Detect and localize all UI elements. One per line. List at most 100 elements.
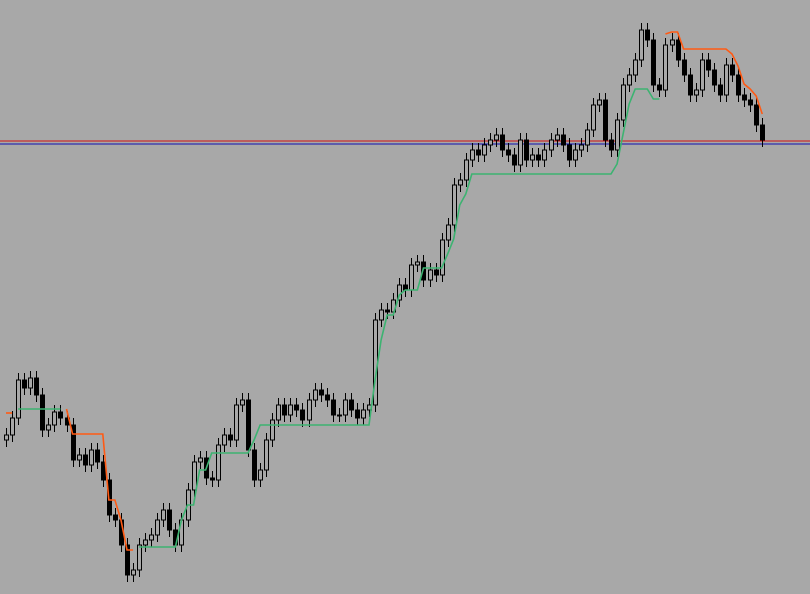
candle-body bbox=[440, 239, 445, 276]
candle-body bbox=[482, 144, 487, 156]
candle-body bbox=[34, 377, 39, 396]
candle-body bbox=[16, 379, 21, 419]
candle-body bbox=[488, 139, 493, 146]
candle-body bbox=[452, 184, 457, 226]
candle-body bbox=[458, 179, 463, 186]
candle-body bbox=[107, 479, 112, 516]
candle-body bbox=[506, 149, 511, 156]
candle-body bbox=[573, 149, 578, 161]
candle-body bbox=[446, 224, 451, 241]
candle-body bbox=[28, 377, 33, 389]
candle-body bbox=[730, 64, 735, 76]
candle-body bbox=[52, 411, 57, 426]
candle-body bbox=[561, 134, 566, 146]
candle-body bbox=[258, 469, 263, 481]
candle-body bbox=[615, 119, 620, 151]
candle-body bbox=[234, 404, 239, 441]
candle-body bbox=[657, 84, 662, 91]
candle-body bbox=[524, 139, 529, 161]
candle-body bbox=[89, 449, 94, 466]
candle-body bbox=[300, 409, 305, 421]
candle-body bbox=[167, 509, 172, 531]
candle-body bbox=[83, 454, 88, 466]
candle-body bbox=[724, 64, 729, 96]
candle-body bbox=[597, 99, 602, 106]
candle-body bbox=[536, 154, 541, 161]
candle-body bbox=[470, 149, 475, 161]
candle-body bbox=[645, 29, 650, 41]
candle-body bbox=[288, 404, 293, 416]
candle-body bbox=[530, 154, 535, 161]
candle-body bbox=[542, 149, 547, 161]
candle-body bbox=[222, 434, 227, 446]
candle-body bbox=[663, 44, 668, 91]
candle-body bbox=[512, 154, 517, 166]
candle-body bbox=[518, 139, 523, 166]
candle-body bbox=[712, 69, 717, 86]
trailing-line bbox=[65, 408, 134, 551]
candle-body bbox=[379, 309, 384, 321]
candle-body bbox=[500, 134, 505, 151]
candle-body bbox=[409, 264, 414, 291]
candle-body bbox=[651, 39, 656, 86]
candle-body bbox=[307, 399, 312, 421]
candle-body bbox=[349, 399, 354, 411]
candle-body bbox=[385, 309, 390, 313]
candle-body bbox=[77, 454, 82, 461]
candle-body bbox=[143, 539, 148, 546]
candle-body bbox=[40, 394, 45, 431]
candle-body bbox=[331, 399, 336, 416]
candle-body bbox=[682, 59, 687, 76]
candle-body bbox=[579, 144, 584, 151]
candle-body bbox=[22, 379, 27, 389]
candle-body bbox=[46, 424, 51, 431]
candle-body bbox=[228, 434, 233, 441]
candle-body bbox=[609, 139, 614, 151]
candle-body bbox=[252, 449, 257, 481]
candle-body bbox=[760, 124, 765, 141]
candle-body bbox=[736, 74, 741, 96]
candle-body bbox=[95, 449, 100, 463]
candle-body bbox=[434, 269, 439, 276]
candle-body bbox=[421, 261, 426, 281]
candle-body bbox=[113, 514, 118, 521]
candle-body bbox=[706, 59, 711, 71]
candle-body bbox=[361, 409, 366, 419]
candle-body bbox=[585, 129, 590, 146]
candle-body bbox=[494, 134, 499, 141]
candle-body bbox=[748, 99, 753, 106]
candle-body bbox=[161, 509, 166, 521]
candle-body bbox=[700, 59, 705, 91]
candle-body bbox=[621, 84, 626, 121]
candle-body bbox=[428, 269, 433, 281]
candle-body bbox=[270, 419, 275, 441]
candle-body bbox=[591, 104, 596, 131]
candle-body bbox=[355, 409, 360, 419]
candle-body bbox=[694, 89, 699, 96]
candle-body bbox=[742, 94, 747, 101]
candle-body bbox=[627, 74, 632, 86]
candle-body bbox=[319, 389, 324, 396]
candle-body bbox=[155, 519, 160, 536]
candle-body bbox=[343, 399, 348, 416]
candle-body bbox=[58, 411, 63, 419]
candle-body bbox=[294, 404, 299, 411]
candle-body bbox=[633, 59, 638, 76]
candle-body bbox=[567, 144, 572, 161]
candle-body bbox=[131, 569, 136, 576]
candle-body bbox=[313, 389, 318, 401]
candle-body bbox=[464, 159, 469, 181]
candle-body bbox=[282, 404, 287, 416]
candle-body bbox=[676, 39, 681, 61]
candle-body bbox=[198, 457, 203, 463]
candle-body bbox=[754, 104, 759, 126]
candle-body bbox=[337, 414, 342, 417]
candle-body bbox=[71, 424, 76, 461]
candle-body bbox=[246, 399, 251, 451]
candle-body bbox=[688, 74, 693, 96]
candle-body bbox=[670, 39, 675, 46]
candle-body bbox=[4, 434, 9, 441]
candle-body bbox=[555, 134, 560, 141]
